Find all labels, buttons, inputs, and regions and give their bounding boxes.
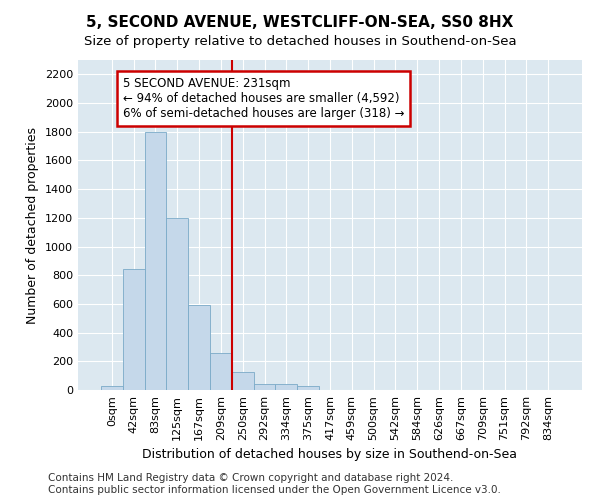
Bar xyxy=(254,384,275,390)
Text: 5 SECOND AVENUE: 231sqm
← 94% of detached houses are smaller (4,592)
6% of semi-: 5 SECOND AVENUE: 231sqm ← 94% of detache… xyxy=(123,77,404,120)
Bar xyxy=(123,269,145,390)
Bar xyxy=(275,384,297,390)
Text: 5, SECOND AVENUE, WESTCLIFF-ON-SEA, SS0 8HX: 5, SECOND AVENUE, WESTCLIFF-ON-SEA, SS0 … xyxy=(86,15,514,30)
X-axis label: Distribution of detached houses by size in Southend-on-Sea: Distribution of detached houses by size … xyxy=(143,448,517,462)
Y-axis label: Number of detached properties: Number of detached properties xyxy=(26,126,40,324)
Bar xyxy=(101,386,123,390)
Bar xyxy=(145,132,166,390)
Bar xyxy=(188,306,210,390)
Text: Size of property relative to detached houses in Southend-on-Sea: Size of property relative to detached ho… xyxy=(83,35,517,48)
Bar xyxy=(210,354,232,390)
Text: Contains HM Land Registry data © Crown copyright and database right 2024.
Contai: Contains HM Land Registry data © Crown c… xyxy=(48,474,501,495)
Bar xyxy=(232,372,254,390)
Bar xyxy=(297,386,319,390)
Bar xyxy=(166,218,188,390)
